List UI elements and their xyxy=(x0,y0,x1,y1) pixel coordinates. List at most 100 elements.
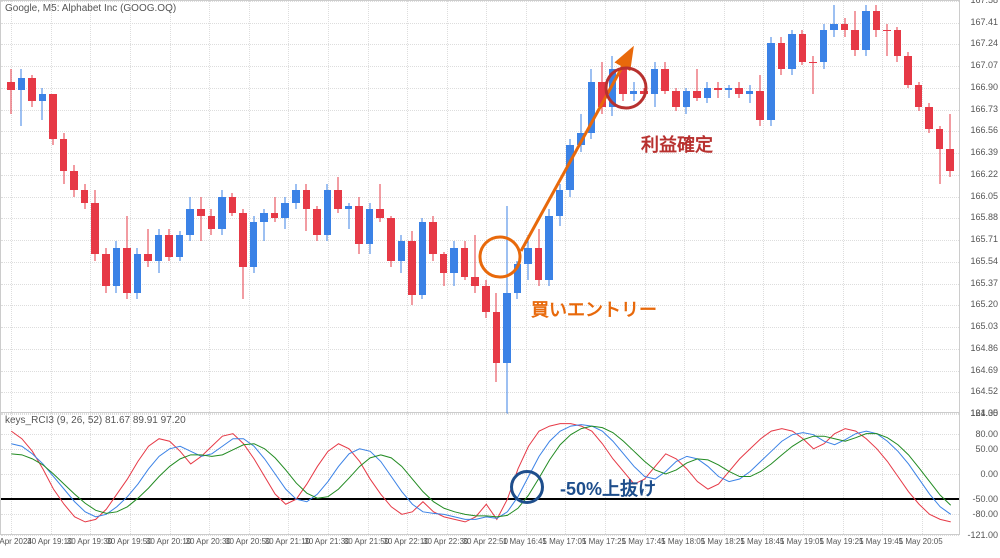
candle[interactable] xyxy=(872,1,882,414)
candle[interactable] xyxy=(470,1,480,414)
candle[interactable] xyxy=(544,1,554,414)
candle-body xyxy=(18,78,26,91)
candle[interactable] xyxy=(534,1,544,414)
candle[interactable] xyxy=(850,1,860,414)
candle[interactable] xyxy=(798,1,808,414)
candle[interactable] xyxy=(713,1,723,414)
candle[interactable] xyxy=(17,1,27,414)
candle[interactable] xyxy=(27,1,37,414)
indicator-chart[interactable]: keys_RCI3 (9, 26, 52) 81.67 89.91 97.20 xyxy=(0,413,960,535)
candle[interactable] xyxy=(354,1,364,414)
candle[interactable] xyxy=(69,1,79,414)
candle[interactable] xyxy=(175,1,185,414)
candle[interactable] xyxy=(428,1,438,414)
candle[interactable] xyxy=(945,1,955,414)
candle[interactable] xyxy=(829,1,839,414)
candle[interactable] xyxy=(185,1,195,414)
candle[interactable] xyxy=(460,1,470,414)
candle[interactable] xyxy=(734,1,744,414)
candle[interactable] xyxy=(375,1,385,414)
candle[interactable] xyxy=(882,1,892,414)
candle[interactable] xyxy=(270,1,280,414)
candle[interactable] xyxy=(650,1,660,414)
candle[interactable] xyxy=(217,1,227,414)
candle[interactable] xyxy=(660,1,670,414)
candle[interactable] xyxy=(418,1,428,414)
xtick-label: 1 May 17:25 xyxy=(582,537,626,546)
candle[interactable] xyxy=(481,1,491,414)
candle[interactable] xyxy=(914,1,924,414)
candle[interactable] xyxy=(38,1,48,414)
candle[interactable] xyxy=(280,1,290,414)
candle[interactable] xyxy=(840,1,850,414)
candle[interactable] xyxy=(80,1,90,414)
candle[interactable] xyxy=(492,1,502,414)
candle-body xyxy=(134,254,142,292)
candle-body xyxy=(186,209,194,235)
candle[interactable] xyxy=(671,1,681,414)
price-chart[interactable]: Google, M5: Alphabet Inc (GOOG.OQ) 買いエント… xyxy=(0,0,960,413)
candle[interactable] xyxy=(333,1,343,414)
candle[interactable] xyxy=(618,1,628,414)
candle[interactable] xyxy=(555,1,565,414)
candle[interactable] xyxy=(164,1,174,414)
candle[interactable] xyxy=(808,1,818,414)
candle[interactable] xyxy=(249,1,259,414)
xtick-label: 30 Apr 20:50 xyxy=(225,537,270,546)
candle[interactable] xyxy=(196,1,206,414)
candle[interactable] xyxy=(597,1,607,414)
candle[interactable] xyxy=(397,1,407,414)
candle[interactable] xyxy=(502,1,512,414)
candle[interactable] xyxy=(365,1,375,414)
candle[interactable] xyxy=(439,1,449,414)
candle[interactable] xyxy=(143,1,153,414)
candle[interactable] xyxy=(587,1,597,414)
candle[interactable] xyxy=(59,1,69,414)
candle[interactable] xyxy=(766,1,776,414)
candle[interactable] xyxy=(565,1,575,414)
candle[interactable] xyxy=(513,1,523,414)
candle[interactable] xyxy=(935,1,945,414)
candle[interactable] xyxy=(101,1,111,414)
candle[interactable] xyxy=(639,1,649,414)
candle[interactable] xyxy=(112,1,122,414)
threshold-line xyxy=(1,498,959,500)
candle[interactable] xyxy=(386,1,396,414)
candle[interactable] xyxy=(903,1,913,414)
candle[interactable] xyxy=(861,1,871,414)
candle[interactable] xyxy=(133,1,143,414)
candle[interactable] xyxy=(407,1,417,414)
candle[interactable] xyxy=(6,1,16,414)
candle[interactable] xyxy=(576,1,586,414)
candle-body xyxy=(7,82,15,91)
candle[interactable] xyxy=(344,1,354,414)
candle[interactable] xyxy=(724,1,734,414)
candle[interactable] xyxy=(238,1,248,414)
candle[interactable] xyxy=(259,1,269,414)
candle[interactable] xyxy=(787,1,797,414)
candle[interactable] xyxy=(449,1,459,414)
candle[interactable] xyxy=(154,1,164,414)
candle[interactable] xyxy=(682,1,692,414)
candle[interactable] xyxy=(523,1,533,414)
candle[interactable] xyxy=(692,1,702,414)
candle[interactable] xyxy=(608,1,618,414)
candle[interactable] xyxy=(291,1,301,414)
candle[interactable] xyxy=(629,1,639,414)
candle[interactable] xyxy=(228,1,238,414)
candle[interactable] xyxy=(48,1,58,414)
candle[interactable] xyxy=(924,1,934,414)
candle[interactable] xyxy=(312,1,322,414)
candle[interactable] xyxy=(893,1,903,414)
candle[interactable] xyxy=(777,1,787,414)
candle[interactable] xyxy=(90,1,100,414)
candle[interactable] xyxy=(703,1,713,414)
ytick-label: 164.69 xyxy=(970,365,998,375)
candle[interactable] xyxy=(302,1,312,414)
candle[interactable] xyxy=(755,1,765,414)
candle[interactable] xyxy=(207,1,217,414)
candle[interactable] xyxy=(122,1,132,414)
candle[interactable] xyxy=(745,1,755,414)
candle[interactable] xyxy=(819,1,829,414)
candle[interactable] xyxy=(323,1,333,414)
